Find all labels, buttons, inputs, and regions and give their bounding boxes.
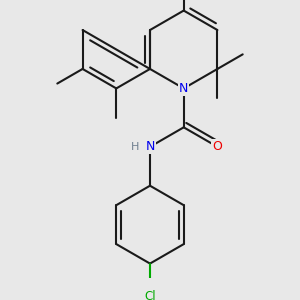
- Text: N: N: [179, 82, 188, 95]
- Text: H: H: [130, 142, 139, 152]
- Text: O: O: [212, 140, 222, 153]
- Text: N: N: [145, 140, 155, 153]
- Text: Cl: Cl: [144, 290, 156, 300]
